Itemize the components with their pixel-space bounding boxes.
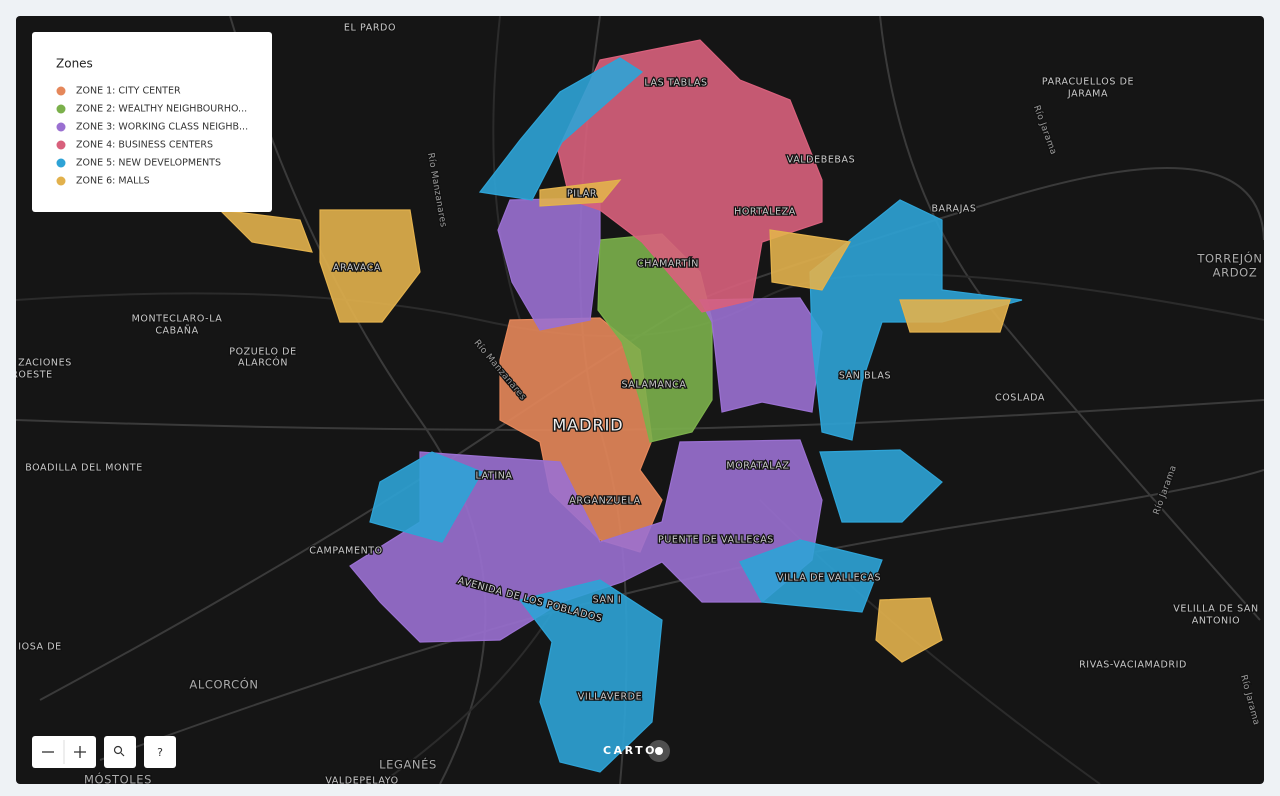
zone-area (769, 229, 851, 291)
legend-label: ZONE 1: CITY CENTER (76, 86, 181, 97)
place-label: PILAR (567, 189, 597, 200)
place-label: COSLADA (995, 393, 1045, 404)
place-label: LEGANÉS (379, 757, 437, 772)
carto-logo-dot (655, 747, 663, 755)
place-label: HORTALEZA (734, 207, 796, 218)
zoom-in-button[interactable] (74, 746, 86, 758)
legend-label: ZONE 6: MALLS (76, 176, 150, 187)
carto-logo: CARTO (603, 744, 657, 757)
zone-area (369, 451, 483, 543)
place-label: PUENTE DE VALLECAS (658, 535, 774, 546)
zone-area (218, 209, 313, 253)
place-label: CAMPAMENTO (309, 546, 383, 557)
legend: Zones ZONE 1: CITY CENTER ZONE 2: WEALTHY… (32, 32, 272, 212)
zone-area (478, 57, 643, 201)
place-label: LAS TABLAS (644, 78, 707, 89)
place-label: ANTONIO (1192, 616, 1240, 627)
zone-area (518, 579, 663, 773)
place-label: ROESTE (11, 370, 53, 381)
legend-title: Zones (56, 57, 93, 71)
map-controls: ? CARTO (32, 736, 670, 768)
place-label: TORREJÓN (1196, 251, 1262, 266)
place-label: ARDOZ (1213, 266, 1258, 280)
place-label: VELILLA DE SAN (1173, 604, 1258, 615)
zones (218, 39, 1023, 773)
place-label: ZACIONES (18, 358, 72, 369)
place-label: ALARCÓN (238, 357, 288, 369)
place-label: POZUELO DE (229, 347, 296, 358)
place-label: SAN I (593, 595, 622, 606)
search-icon (113, 745, 123, 755)
legend-box (32, 32, 272, 212)
place-label: ARGANZUELA (569, 496, 641, 507)
place-label: MADRID (552, 416, 623, 435)
place-label: VILLA DE VALLECAS (777, 573, 881, 584)
zone-area (739, 539, 883, 613)
place-label: BARAJAS (931, 204, 976, 215)
zone-area (875, 597, 943, 663)
place-label: ARAVACA (333, 263, 381, 274)
legend-label: ZONE 2: WEALTHY NEIGHBOURHO... (76, 104, 247, 115)
place-label: MÓSTOLES (84, 772, 152, 787)
zone-area (899, 299, 1011, 333)
zone-area (319, 209, 421, 323)
place-label: CABAÑA (155, 326, 198, 337)
legend-label: ZONE 4: BUSINESS CENTERS (76, 140, 213, 151)
place-label: BOADILLA DEL MONTE (25, 463, 143, 474)
zone-area (539, 179, 622, 207)
place-label: SALAMANCA (621, 380, 686, 391)
place-label: PARACUELLOS DE (1042, 77, 1134, 88)
place-label: IOSA DE (18, 642, 62, 653)
legend-items: ZONE 1: CITY CENTER ZONE 2: WEALTHY NEIGH… (56, 86, 248, 187)
legend-label: ZONE 3: WORKING CLASS NEIGHB... (76, 122, 248, 133)
place-label: ALCORCÓN (189, 677, 258, 692)
place-label: VILLAVERDE (578, 692, 642, 703)
place-label: VALDEPELAYO (325, 776, 398, 787)
legend-swatch (56, 122, 66, 132)
legend-swatch (56, 104, 66, 114)
place-label: MORATALAZ (726, 461, 789, 472)
legend-swatch (56, 140, 66, 150)
place-label: CHAMARTÍN (637, 258, 699, 270)
legend-swatch (56, 176, 66, 186)
search-icon-handle (120, 752, 125, 757)
place-label: EL PARDO (344, 23, 396, 34)
place-label: JARAMA (1067, 89, 1108, 100)
legend-swatch (56, 158, 66, 168)
road (229, 16, 487, 784)
legend-swatch (56, 86, 66, 96)
legend-label: ZONE 5: NEW DEVELOPMENTS (76, 158, 221, 169)
search-button[interactable] (104, 736, 136, 768)
zone-area (699, 297, 823, 413)
place-label: LATINA (475, 471, 512, 482)
help-label: ? (157, 746, 163, 759)
place-label: RIVAS-VACIAMADRID (1079, 660, 1187, 671)
place-label: VALDEBEBAS (787, 155, 856, 166)
zone-area (819, 449, 943, 523)
help-button[interactable] (144, 736, 176, 768)
place-label: SAN BLAS (839, 371, 891, 382)
place-label: MONTECLARO-LA (132, 314, 223, 325)
